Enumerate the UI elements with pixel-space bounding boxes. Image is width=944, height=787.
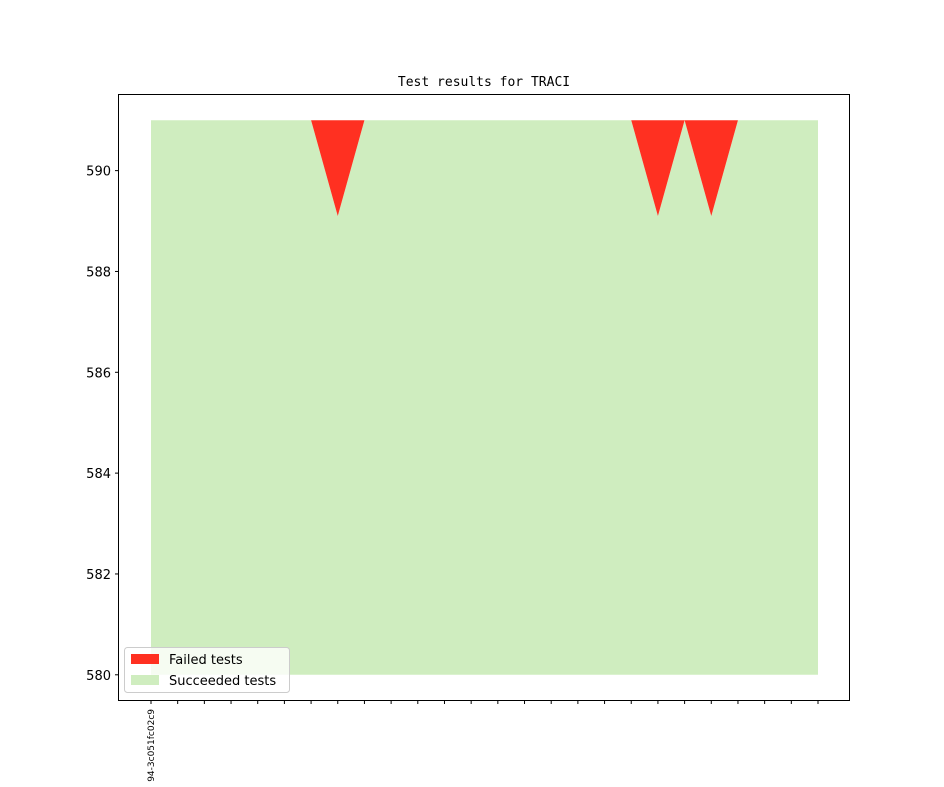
y-tick-label: 580 [86,669,111,684]
y-tick-label: 582 [86,568,111,583]
legend-label-failed: Failed tests [169,653,243,668]
plot-area [151,120,818,675]
x-tick-label: 94-3c051fc02c9 [147,709,157,782]
legend-label-succeeded: Succeeded tests [169,674,276,689]
failed-area [151,120,818,216]
legend-swatch-succeeded [131,675,159,685]
y-tick-label: 590 [86,165,111,180]
legend-swatch-failed [131,654,159,664]
y-axis: 580 582 584 586 588 590 [86,165,119,684]
chart-title: Test results for TRACI [398,75,570,90]
y-tick-label: 586 [86,366,111,381]
x-axis: 94-3c051fc02c9 [147,700,819,782]
y-tick-label: 588 [86,265,111,280]
y-tick-label: 584 [86,467,111,482]
succeeded-area [151,120,818,675]
axes-frame [118,94,850,701]
legend-box [124,647,290,693]
legend: Failed tests Succeeded tests [124,647,290,693]
